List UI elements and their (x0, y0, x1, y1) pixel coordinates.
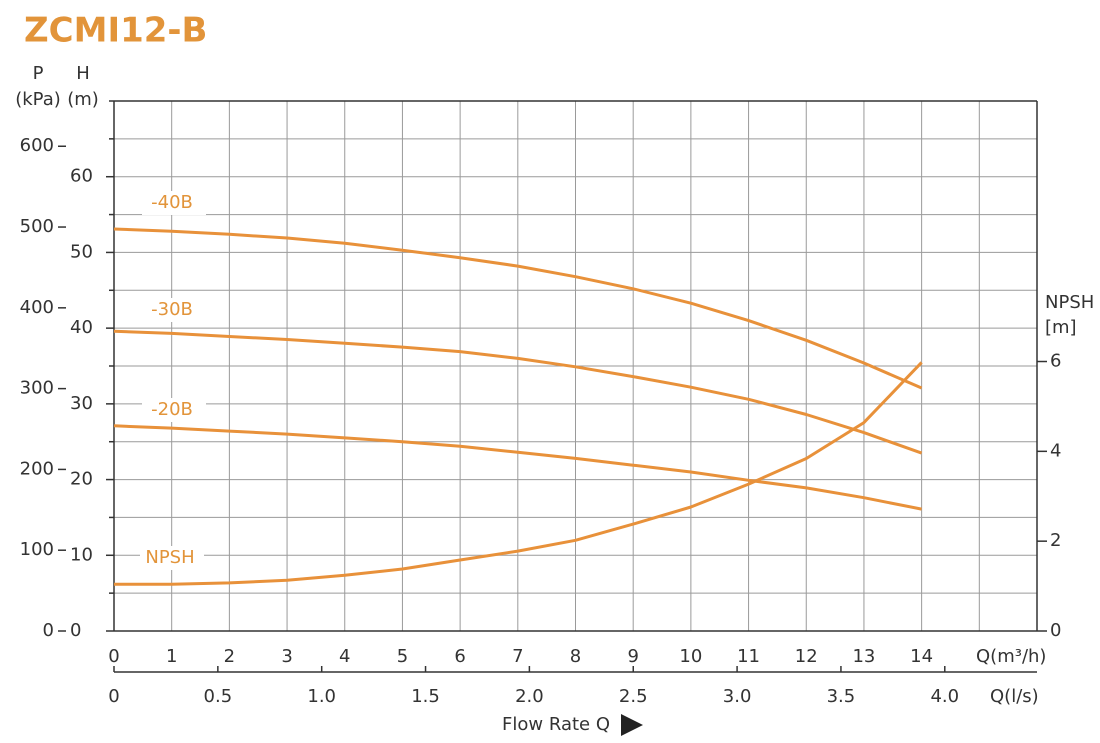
y-tick-label: 20 (70, 469, 93, 490)
x2-tick-label: 3.5 (827, 686, 856, 707)
p-tick-label: 100 (20, 539, 54, 560)
x-tick-label: 10 (679, 646, 702, 667)
p-tick-label: 200 (20, 458, 54, 479)
x-axis-label: Q(m³/h) (976, 646, 1046, 667)
series-label: -40B (151, 192, 193, 213)
p-tick-label: 400 (20, 297, 54, 318)
x-tick-label: 13 (852, 646, 875, 667)
y2-tick-label: 6 (1050, 351, 1061, 372)
x-axis-title: Flow Rate Q (502, 714, 610, 735)
p-tick-label: 600 (20, 135, 54, 156)
p-axis-unit: (kPa) (15, 89, 61, 110)
y2-tick-label: 4 (1050, 440, 1061, 461)
p-axis-label: P (33, 63, 44, 84)
x2-tick-label: 0.5 (204, 686, 233, 707)
x-tick-label: 0 (108, 646, 119, 667)
y-tick-label: 10 (70, 544, 93, 565)
arrow-icon (621, 714, 643, 736)
x-tick-label: 4 (339, 646, 350, 667)
x-tick-label: 6 (454, 646, 465, 667)
x-tick-label: 5 (397, 646, 408, 667)
series-label: -20B (151, 399, 193, 420)
x2-tick-label: 4.0 (930, 686, 959, 707)
p-tick-label: 300 (20, 378, 54, 399)
chart-title: ZCMI12-B (24, 11, 207, 51)
x2-tick-label: 1.5 (411, 686, 440, 707)
series-line (113, 424, 922, 511)
y-tick-label: 30 (70, 393, 93, 414)
p-tick-label: 500 (20, 216, 54, 237)
y-tick-label: 50 (70, 241, 93, 262)
h-axis-label: H (76, 63, 90, 84)
y2-tick-label: 0 (1050, 620, 1061, 641)
x-tick-label: 2 (224, 646, 235, 667)
series-line (114, 361, 923, 586)
y2-tick-label: 2 (1050, 530, 1061, 551)
y-tick-label: 60 (70, 166, 93, 187)
x-tick-label: 7 (512, 646, 523, 667)
x-tick-label: 3 (281, 646, 292, 667)
x-tick-label: 11 (737, 646, 760, 667)
x-tick-label: 14 (910, 646, 933, 667)
x-tick-label: 8 (570, 646, 581, 667)
h-axis-unit: (m) (67, 89, 99, 110)
y-tick-label: 0 (70, 620, 81, 641)
x-tick-label: 12 (795, 646, 818, 667)
series-line (113, 329, 923, 455)
label-bg (142, 191, 206, 215)
x2-tick-label: 0 (108, 686, 119, 707)
x2-tick-label: 3.0 (723, 686, 752, 707)
series-line (113, 227, 923, 390)
x-tick-label: 1 (166, 646, 177, 667)
series-label: NPSH (145, 547, 194, 568)
x2-tick-label: 1.0 (307, 686, 336, 707)
p-tick-label: 0 (43, 620, 54, 641)
x2-tick-label: 2.5 (619, 686, 648, 707)
npsh-axis-label: NPSH (1045, 292, 1094, 313)
x2-axis-label: Q(l/s) (990, 686, 1039, 707)
y-tick-label: 40 (70, 317, 93, 338)
label-bg (142, 298, 206, 322)
npsh-axis-unit: [m] (1045, 317, 1077, 338)
x2-tick-label: 2.0 (515, 686, 544, 707)
label-bg (140, 546, 204, 570)
series-label: -30B (151, 299, 193, 320)
label-bg (142, 398, 206, 422)
x-tick-label: 9 (627, 646, 638, 667)
